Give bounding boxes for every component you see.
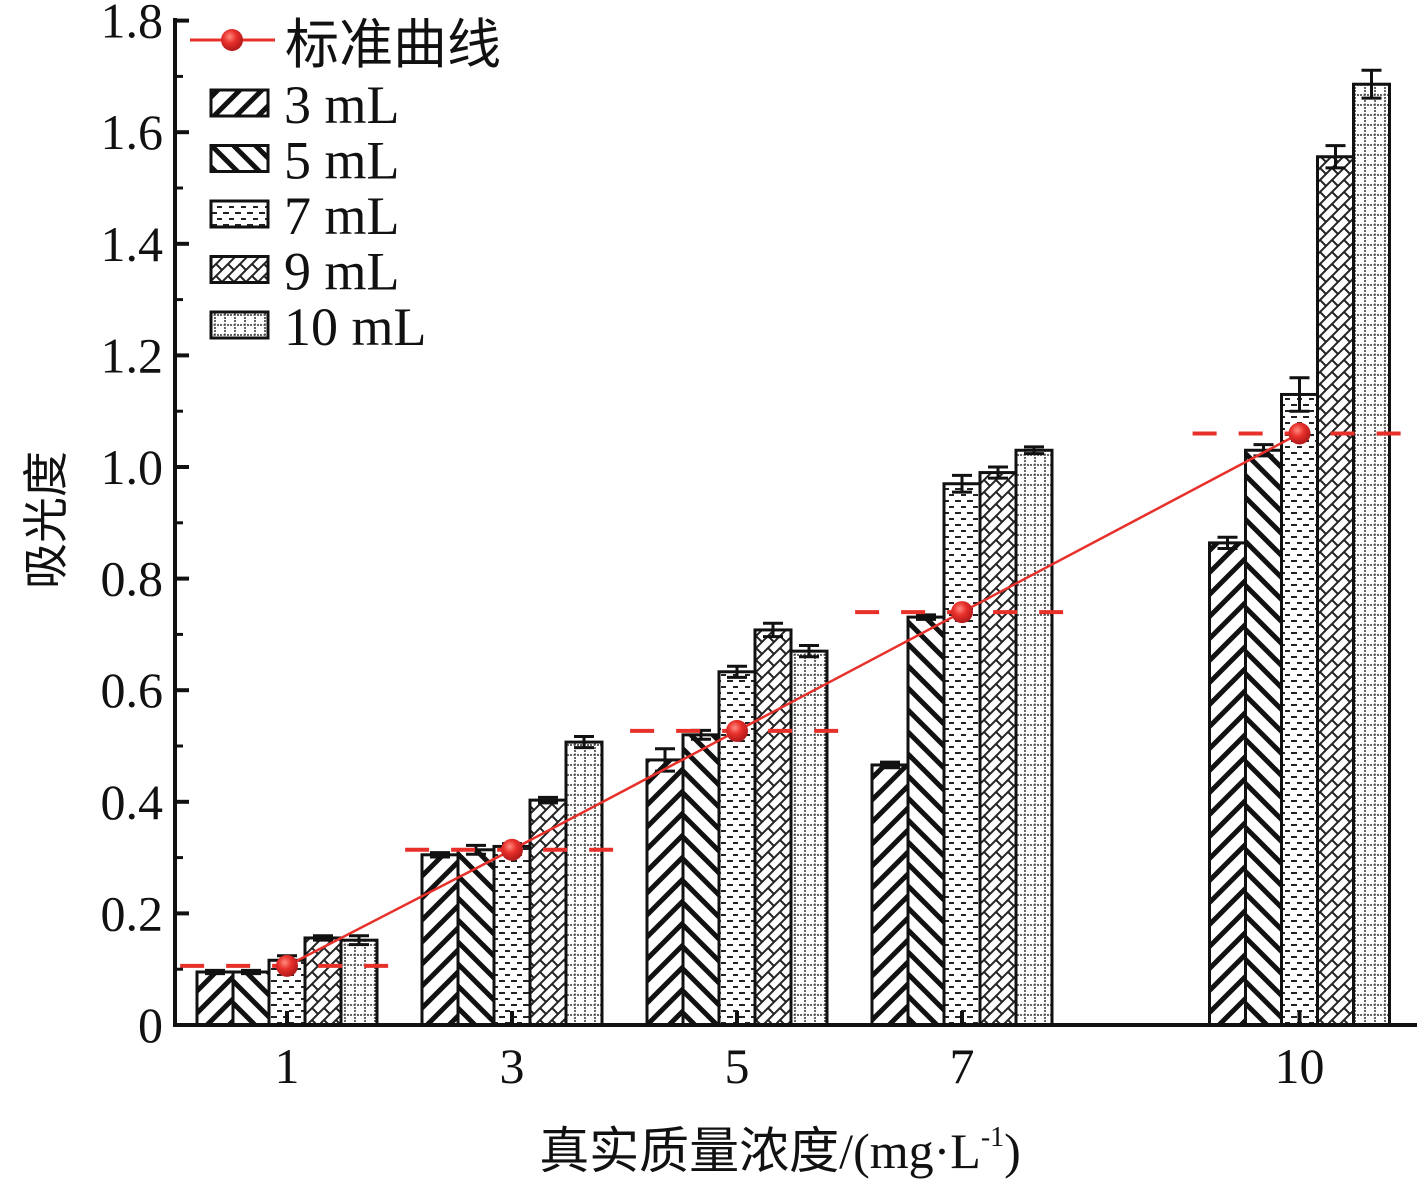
error-bar [1361,68,1382,100]
standard-curve-point [726,719,748,742]
bar [1352,82,1391,1027]
x-axis-label: 真实质量浓度/(mg·L-1) [539,1122,1021,1179]
bar [978,471,1018,1027]
legend-label: 9 mL [284,242,400,302]
error-bar [1325,144,1346,170]
error-bar [1217,535,1238,550]
legend-label: 3 mL [284,75,400,135]
y-tick-label: 1.0 [101,439,164,495]
legend-curve-marker [221,29,243,51]
legend-label: 7 mL [284,186,400,246]
standard-curve-point [951,601,973,624]
bar [789,649,829,1027]
bar [906,615,946,1027]
bar [870,763,910,1027]
error-bar [1024,445,1044,456]
bar [564,740,604,1027]
bar [1244,448,1283,1027]
bar [681,733,721,1027]
y-tick-label: 0.2 [101,885,164,941]
bar [195,970,235,1027]
y-tick-label: 1.4 [101,216,164,272]
error-bar [574,735,594,750]
bar [942,482,982,1027]
error-bar [799,644,819,659]
standard-curve-point [501,838,523,861]
error-bar [880,760,900,770]
x-tick-label: 5 [725,1038,750,1094]
legend-swatch [209,199,270,229]
error-bar [430,851,450,859]
bar [1280,392,1319,1027]
bar [339,938,379,1027]
error-bar [988,465,1008,480]
legend-label: 10 mL [284,297,427,357]
y-tick-label: 0 [138,997,163,1053]
bar [753,628,793,1027]
legend-swatch [209,255,270,284]
y-tick-label: 0.4 [101,774,164,830]
error-bar [916,613,936,621]
legend-swatch [209,88,270,118]
y-tick-label: 0.8 [101,551,164,607]
y-tick-label: 0.6 [101,662,164,718]
error-bar [313,934,333,942]
error-bar [205,968,225,976]
legend-label: 5 mL [284,131,400,191]
x-tick-label: 3 [500,1038,525,1094]
legend-swatch [209,144,270,173]
y-tick-label: 1.8 [101,0,164,49]
error-bar [241,968,261,976]
error-bar [763,621,783,639]
y-tick-label: 1.6 [101,104,164,160]
error-bar [727,664,747,679]
x-tick-label: 7 [950,1038,975,1094]
bar [645,758,685,1027]
bar [492,844,532,1027]
x-tick-label: 1 [275,1038,300,1094]
error-bar [538,795,558,805]
standard-curve-point [1288,422,1311,445]
bar [528,798,568,1027]
bar [303,936,343,1027]
bar [231,970,271,1027]
error-bar [466,843,486,856]
bar [1208,541,1247,1027]
error-bar [1289,376,1310,413]
error-bar [349,934,369,947]
bar [1014,448,1054,1027]
bar [1316,155,1355,1027]
error-bar [952,473,972,494]
y-tick-label: 1.2 [101,327,164,383]
x-tick-label: 10 [1275,1038,1325,1094]
y-axis-label: 吸光度 [21,451,72,589]
legend-swatch [209,310,270,340]
standard-curve-point [276,954,298,977]
legend-label: 标准曲线 [285,15,501,75]
